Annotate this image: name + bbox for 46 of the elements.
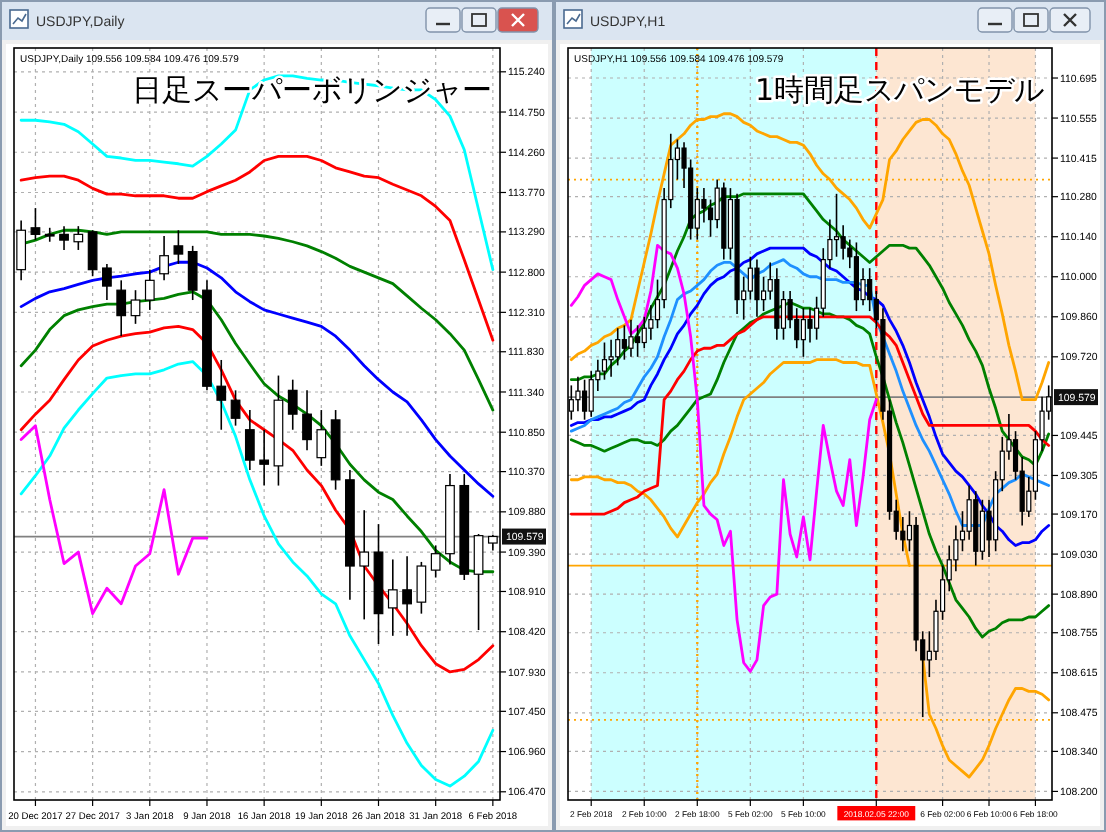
line-series — [19, 154, 495, 342]
candlestick — [840, 224, 846, 261]
candlestick — [216, 359, 227, 431]
candlestick — [302, 389, 312, 452]
candlestick — [173, 229, 184, 265]
candlestick — [244, 409, 255, 471]
candlestick — [575, 376, 581, 412]
candlestick — [159, 235, 169, 282]
candlestick — [287, 378, 298, 431]
candlestick — [73, 225, 84, 251]
candlestick — [747, 255, 753, 301]
candlestick — [635, 324, 641, 358]
candlestick — [59, 225, 69, 251]
text: 1時間足スパンモデル — [754, 72, 1044, 108]
candlestick — [754, 258, 760, 318]
line-series — [19, 360, 495, 788]
candlestick — [416, 561, 427, 615]
candlestick — [402, 555, 412, 637]
line-series — [569, 243, 878, 673]
candlestick — [316, 409, 327, 467]
candlestick — [187, 245, 198, 301]
candlestick — [853, 241, 859, 312]
candlestick — [102, 263, 112, 301]
candlestick — [87, 229, 98, 278]
candlestick — [144, 268, 155, 311]
candlestick — [359, 509, 370, 621]
candlestick — [628, 318, 634, 358]
line-series — [19, 424, 209, 616]
candlestick — [430, 544, 441, 579]
candlestick — [130, 289, 141, 325]
candlestick — [30, 207, 41, 241]
candlestick — [230, 389, 241, 427]
line-series — [19, 74, 495, 272]
candlestick — [867, 267, 873, 312]
line-series — [569, 301, 1051, 639]
candlestick — [473, 533, 484, 631]
candlestick — [807, 307, 813, 344]
line-series — [19, 324, 495, 674]
candlestick — [44, 226, 55, 243]
candlestick — [621, 324, 627, 361]
candlestick — [116, 279, 127, 337]
candlestick — [387, 558, 398, 637]
candlestick — [581, 378, 588, 421]
candlestick — [800, 307, 806, 358]
candlestick — [259, 428, 270, 487]
candlestick — [979, 498, 985, 561]
